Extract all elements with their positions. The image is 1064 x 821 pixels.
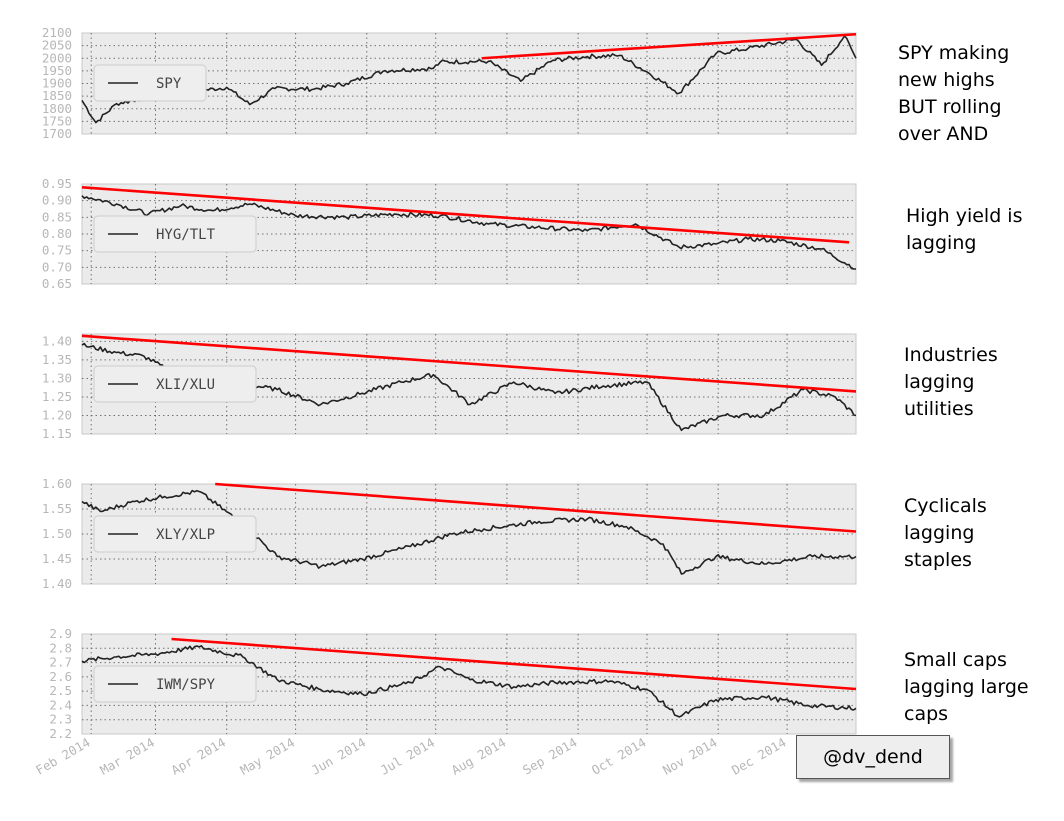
legend-box: [93, 365, 257, 403]
y-tick-label: 0.85: [42, 209, 72, 224]
trend-line: [481, 32, 857, 60]
y-tick-label: 1.30: [42, 370, 72, 385]
y-tick-label: 2.2: [49, 726, 72, 741]
y-tick-label: 2050: [42, 38, 72, 53]
legend-label: XLI/XLU: [156, 377, 215, 393]
legend-box: [93, 665, 257, 703]
y-tick-label: 1.15: [42, 426, 72, 441]
x-tick-label: Sep 2014: [520, 735, 580, 778]
x-tick-label: Nov 2014: [660, 735, 720, 778]
annotation-cyclicals: Cyclicals lagging staples: [904, 495, 987, 571]
y-tick-label: 1900: [42, 76, 72, 91]
y-tick-label: 1.60: [42, 476, 72, 491]
chart-panel-2: 0.65 0.700.75 0.80 0.850.90 0.95 HYG/TLT: [42, 176, 857, 291]
y-tick-label: 1.50: [42, 526, 72, 541]
annotation-small-caps: Small caps lagging large caps: [904, 649, 1029, 725]
y-tick-label: 1.25: [42, 389, 72, 404]
y-tick-label: 2100: [42, 25, 72, 40]
y-tick-label: 2.9: [49, 626, 72, 641]
x-tick-label: May 2014: [237, 735, 297, 778]
annotation-high-yield: High yield is lagging: [906, 205, 1023, 254]
trend-line: [81, 334, 857, 393]
series-line-xly-xlp: [81, 489, 857, 575]
chart-panel-3: 1.15 1.20 1.25 1.30 1.35 1.40 XLI/XLU: [42, 333, 857, 441]
y-tick-label: 2.5: [49, 683, 72, 698]
y-tick-label: 0.90: [42, 193, 72, 208]
legend-label: XLY/XLP: [156, 527, 215, 543]
chart-panel-4: 1.40 1.45 1.50 1.55 1.60 XLY/XLP: [42, 476, 857, 591]
x-tick-label: Aug 2014: [449, 735, 509, 778]
y-tick-label: 0.65: [42, 276, 72, 291]
y-tick-label: 2.8: [49, 640, 72, 655]
x-axis-labels: Feb 2014 Mar 2014 Apr 2014 May 2014 Jun 2014…: [33, 735, 789, 778]
y-tick-label: 2000: [42, 50, 72, 65]
y-tick-label: 1.35: [42, 352, 72, 367]
trend-line: [81, 186, 850, 244]
y-tick-label: 0.75: [42, 243, 72, 258]
legend-label: IWM/SPY: [156, 677, 216, 693]
trend-line: [215, 482, 857, 533]
x-tick-label: Jun 2014: [309, 735, 369, 778]
series-line-iwm-spy: [81, 645, 857, 718]
y-tick-label: 1750: [42, 113, 72, 128]
annotation-spy: SPY making new highs BUT rolling over AN…: [898, 42, 1010, 145]
series-line-hyg-tlt: [81, 195, 857, 270]
legend-box: [93, 64, 207, 102]
x-tick-label: Feb 2014: [33, 735, 93, 778]
x-tick-label: Dec 2014: [729, 735, 789, 778]
y-tick-label: 1800: [42, 101, 72, 116]
y-tick-label: 2.6: [49, 669, 72, 684]
y-tick-label: 1.20: [42, 407, 72, 422]
y-tick-label: 1.40: [42, 576, 72, 591]
legend-label: HYG/TLT: [156, 227, 216, 243]
chart-panel-5: 2.22.32.42.52.62.72.82.9 IWM/SPY: [49, 626, 857, 741]
trend-line: [171, 637, 857, 691]
x-tick-label: Mar 2014: [97, 735, 157, 778]
author-handle: @dv_dend: [796, 735, 950, 779]
y-tick-label: 1950: [42, 63, 72, 78]
y-tick-label: 1850: [42, 88, 72, 103]
y-tick-label: 2.3: [49, 712, 72, 727]
y-tick-label: 0.70: [42, 259, 72, 274]
legend-label: SPY: [156, 76, 182, 92]
legend-box: [93, 215, 257, 253]
y-tick-label: 1.45: [42, 551, 72, 566]
y-tick-label: 1.55: [42, 501, 72, 516]
annotation-industries: Industries lagging utilities: [904, 344, 998, 420]
x-tick-label: Jul 2014: [378, 735, 438, 778]
y-tick-label: 2.7: [49, 655, 72, 670]
x-tick-label: Oct 2014: [589, 735, 649, 778]
x-tick-label: Apr 2014: [169, 735, 229, 778]
y-tick-label: 1700: [42, 126, 72, 141]
legend-box: [93, 515, 257, 553]
y-tick-label: 0.80: [42, 226, 72, 241]
y-tick-label: 1.40: [42, 333, 72, 348]
series-line-spy: [81, 35, 857, 124]
y-tick-label: 2.4: [49, 697, 72, 712]
y-tick-label: 0.95: [42, 176, 72, 191]
